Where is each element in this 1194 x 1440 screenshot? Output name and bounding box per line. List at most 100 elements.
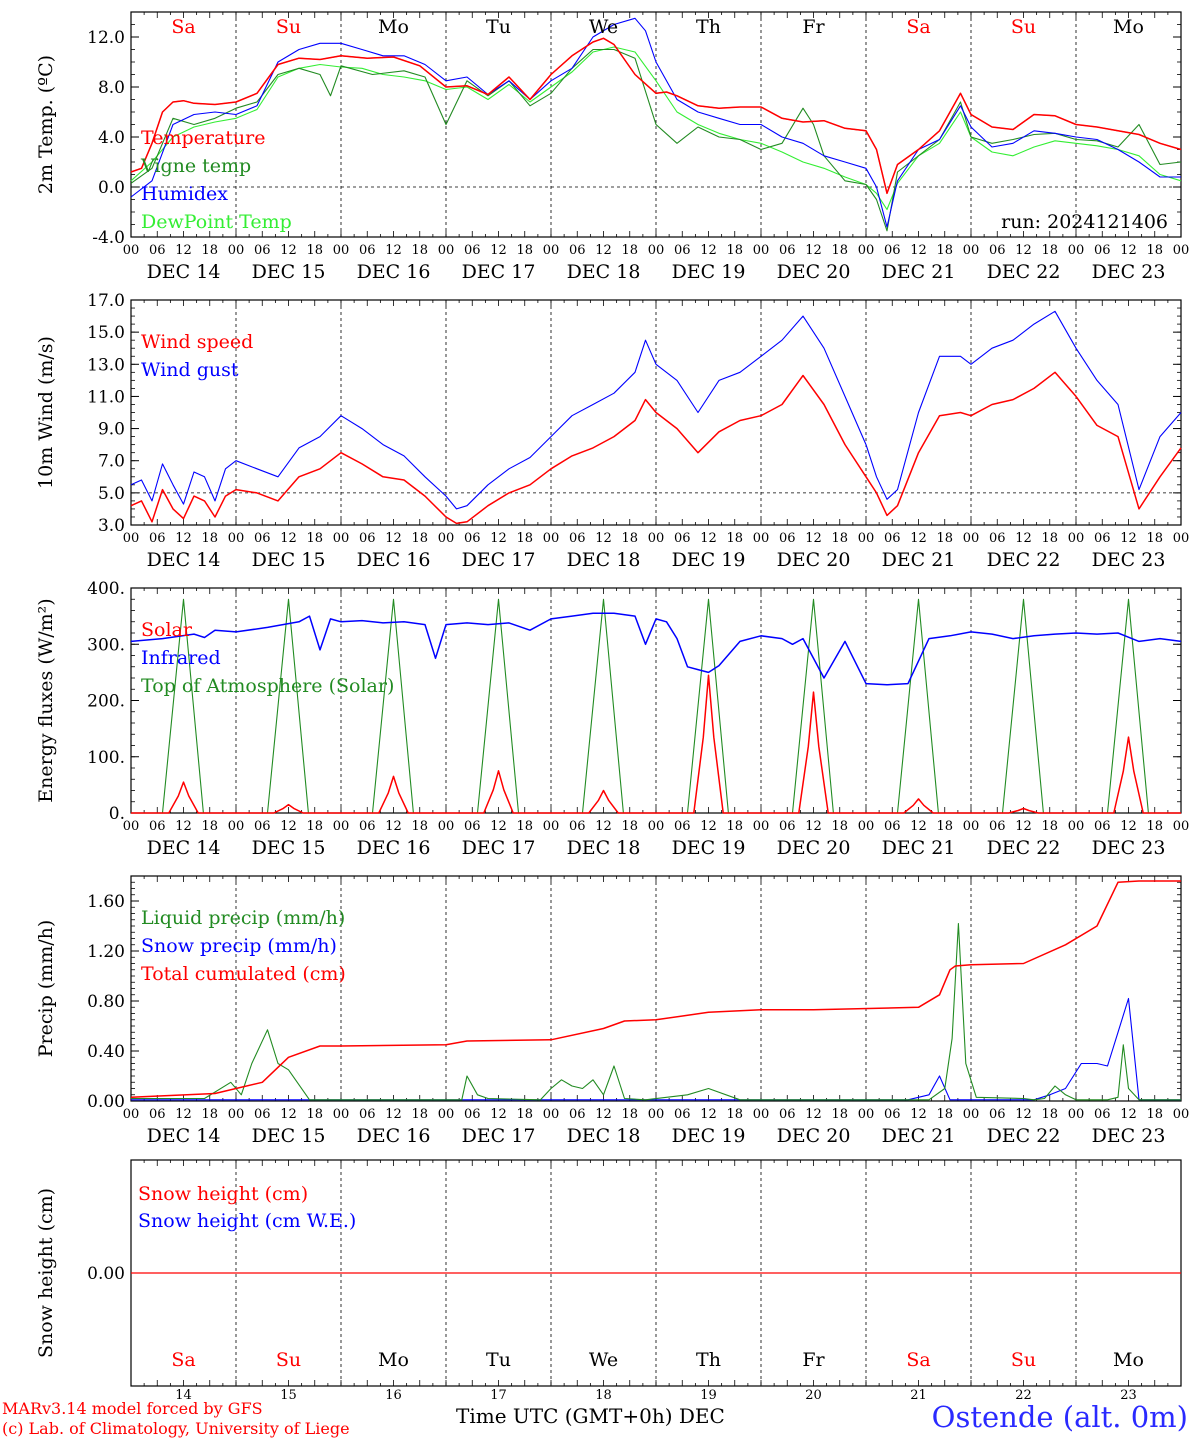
hour-label: 18 [936,819,953,834]
hour-label: 00 [1068,531,1085,546]
hour-label: 12 [175,819,192,834]
y-axis-label: 2m Temp. (ºC) [35,55,57,194]
legend-entry: Infrared [141,647,221,669]
hour-label: 12 [1015,1107,1032,1122]
day-name: Tu [486,16,511,38]
hour-label: 12 [280,531,297,546]
hour-label: 06 [779,819,796,834]
hour-label: 00 [333,819,350,834]
panel-0: -4.0 0.0 4.0 8.0 12.0 2m Temp. (ºC) Temperatur… [35,11,1189,283]
day-name: Fr [802,16,825,38]
hour-label: 12 [700,819,717,834]
day-name: Su [276,1349,301,1371]
hour-label: 12 [595,819,612,834]
time-axis-label: Time UTC (GMT+0h) DEC [456,1404,725,1428]
date-label: DEC 16 [357,1125,431,1147]
hour-label: 00 [438,243,455,258]
hour-label: 12 [1015,243,1032,258]
hour-label: 06 [254,531,271,546]
hour-label: 00 [648,819,665,834]
y-axis-label: Snow height (cm) [35,1188,57,1358]
legend-entry: Temperature [141,127,265,149]
y-tick-label: 400. [87,579,125,599]
hour-label: 18 [1146,243,1163,258]
date-label: DEC 17 [462,837,536,859]
hour-label: 00 [1173,1107,1190,1122]
y-tick-label: 13.0 [87,355,125,375]
hour-label: 12 [1120,243,1137,258]
y-tick-label: 5.0 [98,484,125,504]
hour-label: 00 [333,1107,350,1122]
date-label: DEC 19 [672,549,746,571]
y-axis-label: 10m Wind (m/s) [35,336,57,489]
hour-label: 12 [805,243,822,258]
hour-label: 12 [700,531,717,546]
date-label: DEC 23 [1092,1125,1166,1147]
y-tick-label: 12.0 [87,28,125,48]
series-line-liquid [131,922,1181,1101]
hour-label: 12 [1120,531,1137,546]
hour-label: 12 [175,531,192,546]
date-label: DEC 17 [462,549,536,571]
hour-label: 18 [831,243,848,258]
hour-label: 06 [884,1107,901,1122]
hour-label: 12 [490,243,507,258]
hour-label: 12 [1120,819,1137,834]
date-label: DEC 21 [882,1125,956,1147]
date-label: DEC 18 [567,1125,641,1147]
legend-entry: Liquid precip (mm/h) [141,907,345,929]
hour-label: 06 [569,1107,586,1122]
day-name: Th [696,16,721,38]
series-line-gust [130,310,1182,510]
legend-entry: Vigne temp [140,155,251,177]
date-label: DEC 19 [672,1125,746,1147]
hour-label: 18 [306,531,323,546]
series-line-solar [131,674,1181,814]
y-tick-label: 4.0 [98,128,125,148]
day-name: Su [276,16,301,38]
lab-credit: (c) Lab. of Climatology, University of L… [2,1419,350,1438]
hour-label: 12 [1015,819,1032,834]
hour-label: 00 [543,819,560,834]
hour-label: 06 [884,819,901,834]
hour-label: 12 [910,243,927,258]
hour-label: 12 [910,1107,927,1122]
y-tick-label: 100. [87,748,125,768]
y-tick-label: 7.0 [98,452,125,472]
hour-label: 00 [123,819,140,834]
day-name: Su [1011,1349,1036,1371]
hour-label: 12 [595,1107,612,1122]
date-label: DEC 15 [252,1125,326,1147]
series-line-temperature [130,37,1182,195]
hour-label: 06 [254,819,271,834]
hour-label: 06 [989,819,1006,834]
legend-entry: Wind speed [141,331,253,353]
date-label: DEC 22 [987,549,1061,571]
hour-label: 00 [858,243,875,258]
hour-label: 18 [306,819,323,834]
series-line-total [130,880,1181,1099]
y-tick-label: 300. [87,635,125,655]
hour-label: 00 [333,531,350,546]
hour-label: 06 [989,243,1006,258]
y-tick-label: 200. [87,692,125,712]
date-label: DEC 16 [357,549,431,571]
hour-label: 18 [1041,1107,1058,1122]
day-number: 19 [700,1388,717,1403]
hour-label: 00 [1173,531,1190,546]
hour-label: 18 [411,819,428,834]
hour-label: 00 [963,531,980,546]
hour-label: 18 [831,819,848,834]
date-label: DEC 14 [147,837,221,859]
panel-4: 0.00 Snow height (cm) Snow height (cm) Snow… [35,1159,1182,1403]
legend-entry: Humidex [141,183,228,205]
hour-label: 00 [963,1107,980,1122]
hour-label: 18 [726,243,743,258]
hour-label: 06 [674,531,691,546]
hour-label: 06 [569,819,586,834]
hour-label: 12 [490,819,507,834]
date-label: DEC 14 [147,1125,221,1147]
hour-label: 00 [753,819,770,834]
hour-label: 06 [884,531,901,546]
